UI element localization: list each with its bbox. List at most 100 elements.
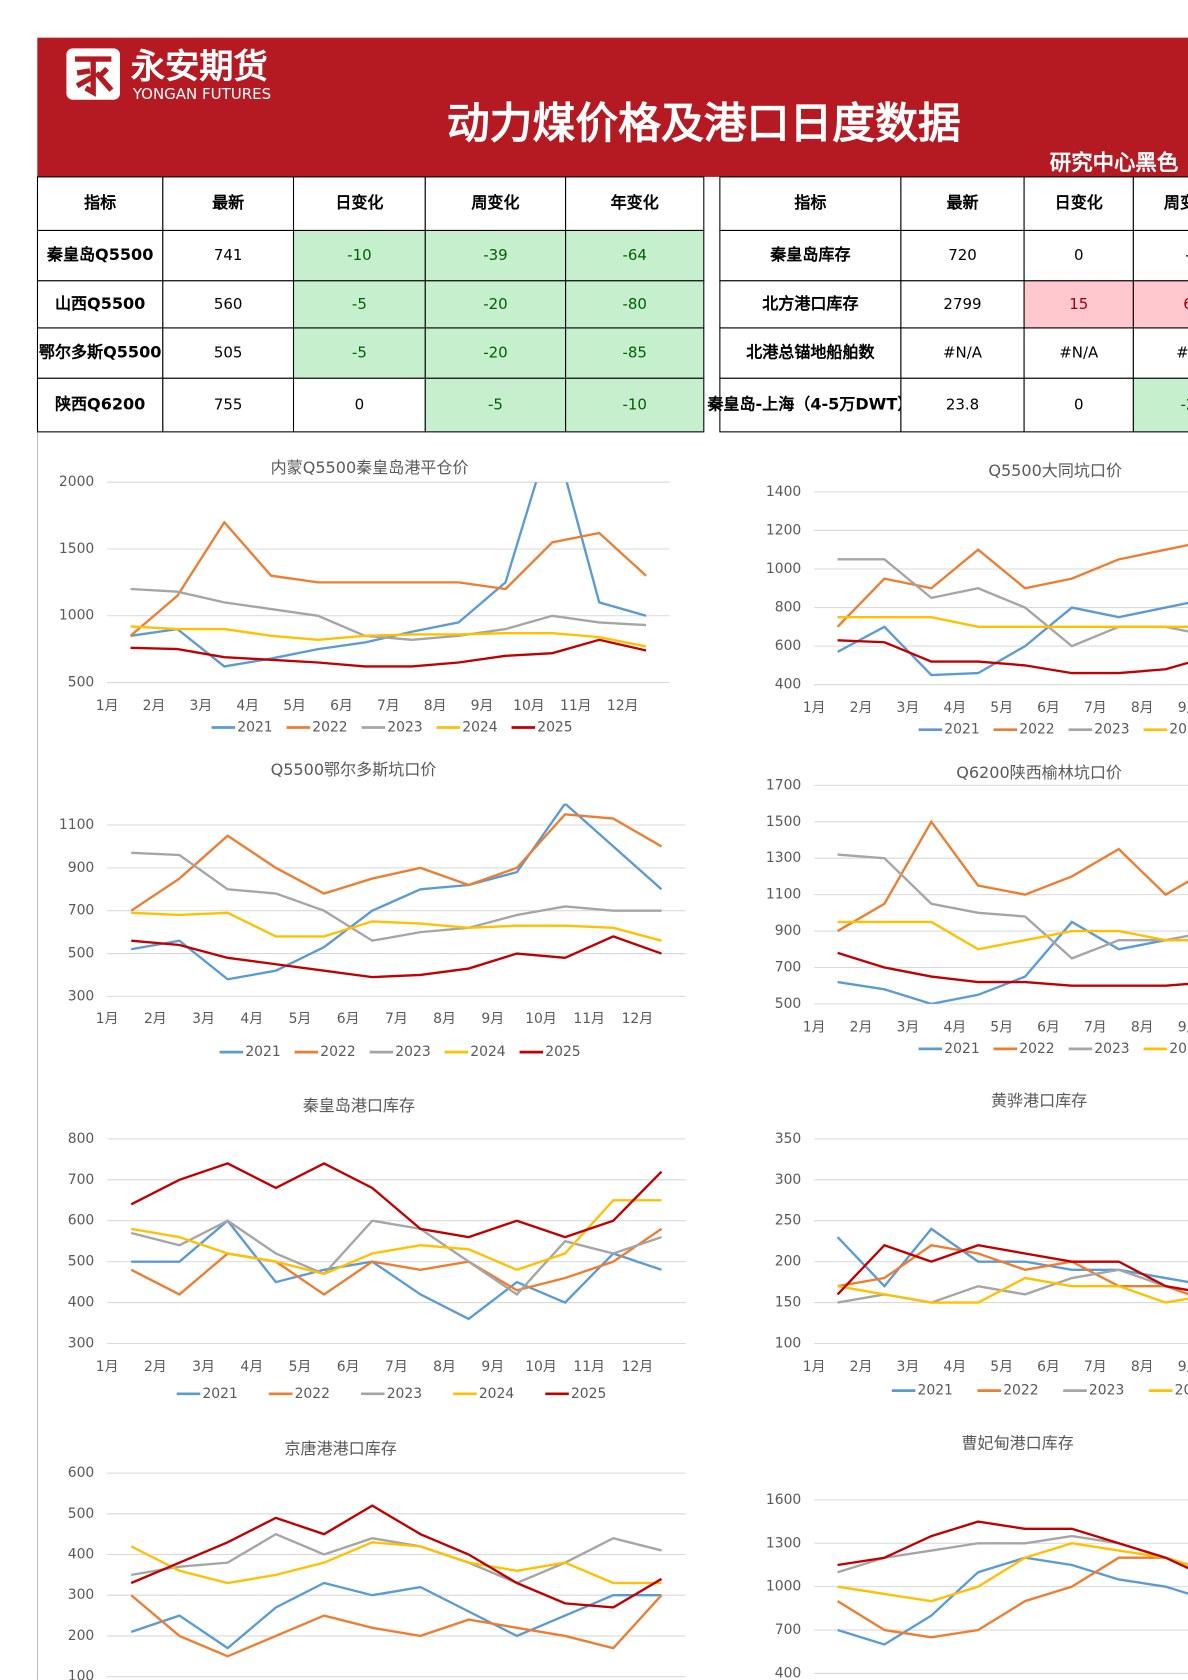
table-cell: [162, 327, 295, 379]
x-tick-label: 2月: [850, 1359, 873, 1375]
legend-label: 2023: [395, 1044, 430, 1060]
x-tick-label: 7月: [385, 1011, 408, 1027]
table-value: 755: [214, 396, 243, 414]
series-line: [837, 1520, 1188, 1570]
x-tick-label: 5月: [283, 698, 306, 714]
y-tick-label: 400: [775, 677, 802, 693]
x-tick-label: 1月: [803, 700, 826, 716]
series-line: [837, 616, 1188, 629]
series-line: [131, 1199, 662, 1276]
x-tick-label: 3月: [192, 1359, 215, 1375]
legend-label: 2024: [1175, 1383, 1188, 1399]
x-tick-label: 1月: [96, 698, 119, 714]
x-tick-label: 4月: [943, 1019, 966, 1035]
x-tick-label: 4月: [236, 698, 259, 714]
table-header: 日变化: [335, 193, 383, 212]
table-cell: [1132, 280, 1188, 329]
series-line: [130, 1227, 663, 1296]
y-tick-label: 800: [68, 1131, 95, 1147]
legend-label: 2024: [470, 1044, 506, 1060]
x-tick-label: 8月: [433, 1011, 456, 1027]
series-line: [837, 558, 1188, 648]
series-line: [837, 1276, 1188, 1304]
x-tick-label: 3月: [189, 698, 212, 714]
y-tick-label: 500: [68, 1254, 95, 1270]
table-cell: [565, 377, 705, 433]
y-tick-label: 600: [68, 1213, 95, 1229]
table-value: -80: [622, 295, 646, 313]
x-tick-label: 9月: [481, 1359, 504, 1375]
series-line: [130, 813, 663, 912]
series-line: [130, 638, 647, 668]
x-tick-label: 6月: [330, 698, 353, 714]
x-tick-label: 1月: [96, 1011, 119, 1027]
y-tick-label: 600: [68, 1465, 95, 1481]
y-tick-label: 900: [775, 923, 802, 939]
table-value: -39: [483, 246, 507, 264]
table-cell: [162, 176, 295, 232]
table-header: 鄂尔多斯Q5500: [39, 343, 162, 362]
table-value: -: [1185, 246, 1188, 264]
x-tick-label: 10月: [525, 1011, 557, 1027]
y-tick-label: 100: [68, 1669, 95, 1680]
series-line: [836, 1243, 1188, 1296]
y-tick-label: 900: [68, 860, 95, 876]
table-value: 741: [214, 246, 243, 264]
table-cell: [900, 176, 1025, 232]
table-cell: [36, 280, 164, 329]
legend-label: 2023: [1094, 722, 1129, 738]
y-tick-label: 700: [68, 903, 95, 919]
y-tick-label: 1500: [59, 541, 94, 557]
series-line: [836, 1556, 1188, 1639]
y-tick-label: 1100: [59, 817, 94, 833]
table-cell: [292, 377, 426, 433]
series-line: [131, 803, 663, 981]
y-tick-label: 1600: [766, 1492, 801, 1508]
legend-label: 2025: [571, 1386, 606, 1402]
x-tick-label: 8月: [1131, 700, 1154, 716]
legend-label: 2023: [1094, 1041, 1129, 1057]
legend-label: 2023: [387, 1386, 422, 1402]
x-tick-label: 2月: [143, 698, 166, 714]
legend-label: 2022: [1019, 1041, 1054, 1057]
series-line: [130, 1581, 662, 1650]
series-line: [130, 1541, 662, 1585]
x-tick-label: 1月: [96, 1359, 119, 1375]
x-tick-label: 1月: [803, 1019, 826, 1035]
y-tick-label: 2000: [59, 474, 94, 490]
chart-title: Q5500大同坑口价: [988, 461, 1122, 480]
x-tick-label: 9月: [1178, 1019, 1188, 1035]
x-tick-label: 6月: [1037, 1359, 1060, 1375]
table-value: -64: [622, 246, 646, 264]
table-value: #N/A: [943, 344, 983, 362]
table-value: 505: [214, 344, 243, 362]
x-tick-label: 9月: [1178, 700, 1188, 716]
series-line: [130, 587, 647, 641]
x-tick-label: 6月: [1037, 700, 1060, 716]
series-line: [837, 639, 1188, 675]
table-cell: [565, 176, 705, 232]
table-value: -5: [352, 344, 367, 362]
table-value: 2799: [943, 295, 981, 313]
legend-label: 2023: [387, 720, 422, 736]
dept: 研究中心黑色: [1050, 150, 1179, 176]
table-header: 北港总锚地船舶数: [746, 343, 875, 362]
table-cell: [292, 327, 426, 379]
chart-title: 内蒙Q5500秦皇岛港平仓价: [271, 458, 469, 477]
legend-label: 2021: [237, 720, 272, 736]
x-tick-label: 9月: [1178, 1359, 1188, 1375]
page-title: 动力煤价格及港口日度数据: [447, 99, 961, 149]
y-tick-label: 200: [775, 1254, 802, 1270]
x-tick-label: 3月: [896, 700, 919, 716]
x-tick-label: 6月: [337, 1011, 360, 1027]
table-cell: [900, 377, 1025, 433]
y-tick-label: 700: [775, 959, 802, 975]
series-line: [837, 951, 1188, 987]
x-tick-label: 5月: [289, 1359, 312, 1375]
series-line: [837, 601, 1188, 677]
table-cell: [424, 377, 567, 433]
x-tick-label: 6月: [1037, 1019, 1060, 1035]
series-line: [131, 851, 662, 942]
